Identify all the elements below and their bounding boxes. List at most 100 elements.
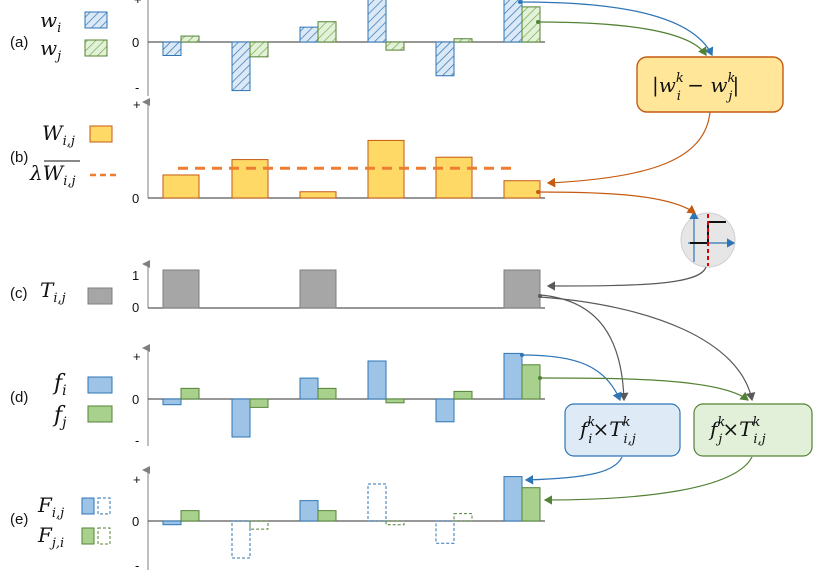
bar-f_j-6 [521,364,541,400]
bar-w_i-5 [435,41,455,77]
legend-f-j-label: fj [52,403,67,431]
legend-F-ji-solid-swatch [81,527,95,545]
bar-w_j-5 [453,38,473,43]
bar-w_j-6 [521,6,541,43]
step-function-icon [680,210,736,268]
bar-w_i-6 [503,0,523,43]
bar-f_i-5 [435,398,455,423]
bar-F_i,j-6 [503,476,523,522]
legend-lambda-W-label: λWi,j [29,161,76,189]
legend-F-ij-masked-swatch [97,497,111,515]
arrow-wj-origin [536,20,540,24]
bar-f_j-2 [249,398,269,408]
bar-w_i-3 [299,26,319,43]
bar-f_j-1 [180,387,200,400]
legend-W-ij-label: Wi,j [42,121,75,149]
fj-box-bg [693,403,813,457]
bar-W-ij-5 [435,156,473,199]
bar-F_i,j-5 [435,520,455,544]
panel-a-tick-plus: + [134,0,142,7]
step-icon-curve [690,221,726,244]
diff-box: |wk i − wk j| [636,56,784,113]
arrow-T-to-fj [539,296,756,402]
legend-w-i-label: wi [40,8,61,36]
bar-f_i-4 [367,360,387,400]
bar-f_j-3 [317,387,337,400]
panel-e-tick-plus: + [133,472,141,487]
bar-w_j-2 [249,41,269,58]
legend-w-j-label: wj [40,36,61,64]
panel-c-tag: (c) [10,285,28,302]
bar-w_i-1 [162,41,182,56]
fj-box-formula: fk j×Tk i,j [708,415,766,447]
panel-d-bars [162,352,541,438]
bar-F_j,i-4 [385,520,405,526]
panel-c-tick-one: 1 [132,268,139,283]
arrow-diff-to-W [546,111,711,188]
legend-f-i-label: fi [52,371,67,399]
legend-w-i-swatch [84,11,108,29]
legend-W-ij-swatch [89,125,113,143]
arrow-wi-to-diff [519,1,714,57]
panel-a-tick-minus: - [135,80,139,95]
bar-W-ij-6 [503,180,541,199]
arrow-W-to-step [537,191,696,214]
legend-T-ij-label: Ti,j [40,278,66,306]
legend-f-j-swatch [87,405,113,423]
arrow-wj-to-diff [537,21,707,57]
arrow-wi-origin [518,0,522,4]
legend-F-ij-solid-swatch [81,497,95,515]
panel-b-tick-zero: 0 [132,191,139,206]
bar-F_i,j-2 [231,520,251,559]
panel-c-bars [162,269,541,309]
bar-F_i,j-3 [299,500,319,522]
legend-F-ji-label: Fj,i [37,523,64,551]
bar-F_i,j-1 [162,520,182,526]
panel-b-tick-plus: + [133,97,141,112]
fi-box-formula: fk i×Tk i,j [578,415,636,447]
arrow-fi-origin [520,353,524,357]
arrow-box-to-Fij [524,456,623,485]
bar-F_j,i-1 [180,510,200,522]
diff-box-formula: |wk i − wk j| [652,71,739,104]
panel-d-tick-minus: - [135,433,139,448]
legend-T-ij-swatch [87,287,113,305]
bar-w_j-1 [180,35,200,43]
bar-F_j,i-6 [521,487,541,522]
panel-e-bars [162,476,541,559]
panel-a: (a) wi wj + 0 - [10,0,545,96]
bar-T-ij-6 [503,269,541,309]
panel-e: (e) Fi,j Fj,i + 0 - [10,466,545,573]
bar-f_i-2 [231,398,251,438]
arrow-fj-origin [538,376,542,380]
legend-f-i-swatch [87,376,113,394]
arrow-box-to-Fji [543,456,753,505]
panel-d-tick-plus: + [133,349,141,364]
panel-a-tag: (a) [10,34,28,51]
bar-f_i-6 [503,352,523,400]
legend-w-j-swatch [84,39,108,57]
panel-c: (c) Ti,j 1 0 [10,260,545,315]
panel-d-tag: (d) [10,389,28,406]
fj-box: fk j×Tk i,j [693,403,813,457]
bar-f_i-3 [299,377,319,400]
connectors [518,0,756,505]
bar-W-ij-2 [231,159,269,199]
bar-f_i-1 [162,398,182,406]
bar-W-ij-1 [162,174,200,199]
panel-b-tag: (b) [10,149,28,166]
panel-d: (d) fi fj + 0 - [10,344,545,448]
panel-e-tag: (e) [10,511,28,528]
bar-F_j,i-3 [317,510,337,522]
arrow-step-to-T [546,266,707,291]
panel-e-tick-minus: - [135,558,139,573]
bar-f_j-5 [453,390,473,400]
bar-F_i,j-4 [367,483,387,522]
arrow-T-origin [538,294,542,298]
bar-T-ij-3 [299,269,337,309]
panel-a-tick-zero: 0 [132,35,139,50]
panel-e-tick-zero: 0 [132,514,139,529]
panel-b: (b) Wi,j λWi,j + 0 [10,97,545,206]
bar-f_j-4 [385,398,405,404]
